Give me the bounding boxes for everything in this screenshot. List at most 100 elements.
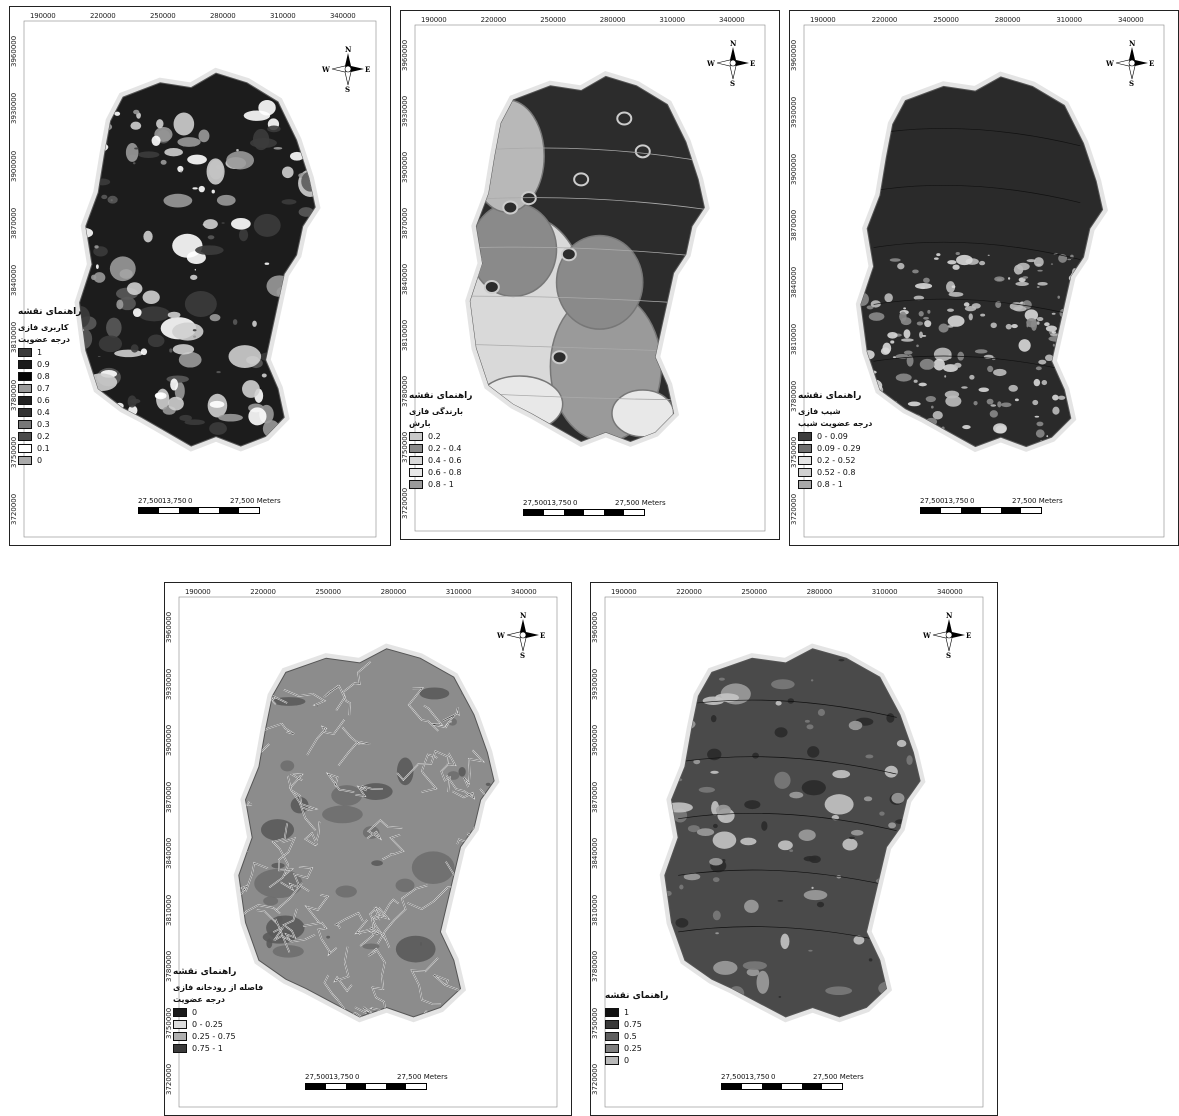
raster-patch	[664, 819, 666, 827]
raster-patch	[271, 862, 285, 869]
district-boundary	[873, 184, 1081, 204]
river-line	[421, 754, 438, 793]
legend-label: 0.3	[37, 420, 50, 429]
x-tick-label: 310000	[871, 588, 898, 596]
raster-patch	[226, 151, 254, 170]
raster-patch	[470, 926, 495, 943]
raster-patch	[1095, 353, 1103, 366]
raster-patch	[744, 800, 761, 810]
legend-label: 0.8 - 1	[817, 480, 843, 489]
raster-patch	[824, 794, 854, 815]
y-tick-label: 3750000	[591, 1007, 599, 1039]
scale-segment	[524, 510, 544, 515]
raster-patch	[925, 395, 936, 403]
raster-patch	[1094, 402, 1102, 408]
raster-patch	[861, 1019, 868, 1023]
raster-patch	[979, 260, 986, 266]
legend-item: 0	[173, 1007, 283, 1018]
raster-patch	[252, 708, 264, 716]
legend-item: 0.2	[409, 431, 499, 442]
raster-patch	[130, 398, 141, 404]
raster-patch	[710, 715, 717, 723]
legend-swatch	[18, 348, 32, 357]
raster-patch	[267, 125, 281, 133]
raster-patch	[952, 264, 960, 270]
river-line	[369, 906, 387, 941]
legend-swatch	[798, 480, 812, 489]
scale-bar-graphic	[721, 1083, 843, 1090]
raster-patch	[915, 449, 922, 456]
raster-patch	[892, 356, 897, 359]
legend-item: 0.09 - 0.29	[798, 443, 898, 454]
map-legend: راهنمای نقشه فاصله از رودخانه فازی درجه عض…	[173, 967, 283, 1055]
raster-patch	[486, 840, 495, 848]
raster-patch	[1074, 282, 1084, 288]
compass-rose	[1115, 47, 1148, 80]
scale-label: 0	[188, 497, 193, 505]
y-tick-label: 3750000	[790, 437, 798, 469]
raster-patch	[712, 877, 720, 883]
raster-patch	[1026, 317, 1037, 328]
raster-patch	[903, 307, 907, 310]
legend-swatch	[18, 444, 32, 453]
north-arrow-icon: N S W E	[497, 611, 545, 660]
y-tick-label: 3840000	[790, 266, 798, 298]
legend-swatch	[605, 1008, 619, 1017]
raster-patch	[756, 970, 770, 994]
legend-label: 0 - 0.25	[192, 1020, 223, 1029]
raster-patch	[919, 331, 923, 339]
raster-patch	[906, 755, 913, 766]
raster-patch	[291, 309, 304, 316]
raster-patch	[1067, 258, 1072, 261]
raster-patch	[117, 371, 120, 375]
raster-patch	[184, 290, 217, 317]
raster-patch	[1037, 281, 1048, 286]
raster-patch	[1036, 421, 1044, 427]
y-tick-label: 3720000	[790, 493, 798, 525]
raster-patch	[1076, 337, 1081, 342]
raster-patch	[281, 199, 297, 205]
north-arrow-icon: N S W E	[707, 39, 755, 88]
river-line	[323, 685, 351, 716]
raster-patch	[296, 312, 316, 325]
raster-patch	[79, 111, 88, 126]
scale-segment	[564, 510, 584, 515]
legend-swatch	[605, 1032, 619, 1041]
river-line	[446, 775, 475, 799]
y-tick-label: 3930000	[165, 668, 173, 700]
raster-patch	[1061, 436, 1079, 447]
raster-patch	[95, 264, 99, 269]
raster-patch	[94, 245, 99, 249]
raster-patch	[713, 960, 738, 975]
raster-patch	[1095, 299, 1103, 303]
raster-patch	[1005, 323, 1012, 330]
compass-e-label: E	[365, 65, 371, 74]
raster-patch	[771, 679, 795, 690]
raster-patch	[805, 1013, 818, 1017]
compass-center	[344, 65, 352, 73]
compass-s-label: S	[1129, 79, 1135, 88]
raster-patch	[809, 1018, 816, 1022]
raster-patch	[933, 358, 945, 371]
legend-item: 0.2 - 0.52	[798, 455, 898, 466]
raster-patch	[884, 293, 893, 303]
scale-segment	[584, 510, 604, 515]
raster-patch	[190, 274, 198, 280]
raster-patch	[906, 355, 914, 367]
river-line	[327, 773, 355, 793]
raster-patch	[787, 698, 795, 704]
raster-patch	[888, 652, 908, 669]
raster-patch	[687, 975, 701, 982]
scale-label: 27,500 Meters	[615, 499, 666, 507]
scale-label: 0	[771, 1073, 776, 1081]
raster-patch	[1032, 399, 1039, 406]
raster-patch	[715, 932, 719, 935]
raster-patch	[276, 365, 281, 370]
x-tick-label: 340000	[330, 12, 356, 20]
raster-patch	[698, 786, 715, 793]
raster-patch	[901, 338, 914, 342]
raster-patch	[868, 312, 885, 321]
scale-segment	[179, 508, 199, 513]
raster-patch	[913, 379, 918, 383]
raster-patch	[306, 340, 315, 354]
